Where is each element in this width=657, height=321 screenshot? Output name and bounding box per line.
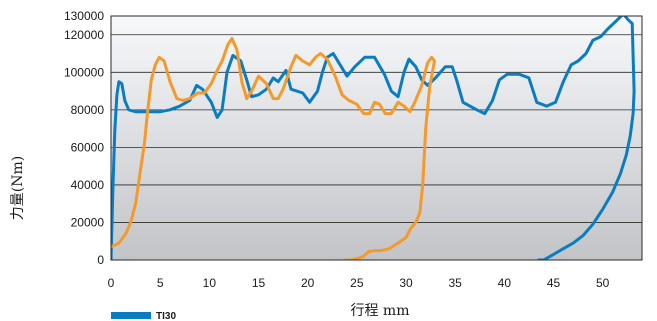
series-line-orange (111, 37, 436, 260)
plot-frame (110, 15, 643, 261)
x-tick-label: 0 (108, 276, 115, 290)
y-tick-label: 120000 (64, 28, 104, 42)
x-tick-label: 30 (399, 276, 413, 290)
x-tick-label: 50 (596, 276, 610, 290)
series-group (111, 16, 636, 260)
y-tick-label: 130000 (64, 9, 104, 23)
x-tick-label: 5 (157, 276, 164, 290)
y-tick-label: 40000 (71, 178, 105, 192)
y-tick-label: 0 (97, 253, 104, 267)
x-axis-label: 行程 mm (350, 303, 409, 319)
x-tick-labels: 0 5 10 15 20 25 30 35 40 45 50 (108, 276, 610, 290)
legend: TI30 (111, 311, 176, 321)
x-tick-label: 10 (203, 276, 217, 290)
y-tick-label: 80000 (71, 103, 105, 117)
y-tick-labels: 0 20000 40000 60000 80000 100000 120000 130000 (64, 9, 104, 267)
x-tick-label: 25 (350, 276, 364, 290)
plot-area (111, 16, 642, 260)
x-tick-label: 20 (301, 276, 315, 290)
y-tick-label: 100000 (64, 65, 104, 79)
y-axis-label: 力量(Nm) (10, 156, 26, 220)
y-tick-label: 20000 (71, 215, 105, 229)
x-tick-label: 40 (498, 276, 512, 290)
legend-swatch-ti30 (111, 312, 151, 319)
x-tick-label: 45 (547, 276, 561, 290)
x-tick-label: 35 (448, 276, 462, 290)
x-tick-label: 15 (252, 276, 266, 290)
y-tick-label: 60000 (71, 140, 105, 154)
series-line-ti30 (111, 16, 636, 260)
legend-label-ti30: TI30 (156, 311, 176, 321)
gridlines (111, 34, 642, 223)
